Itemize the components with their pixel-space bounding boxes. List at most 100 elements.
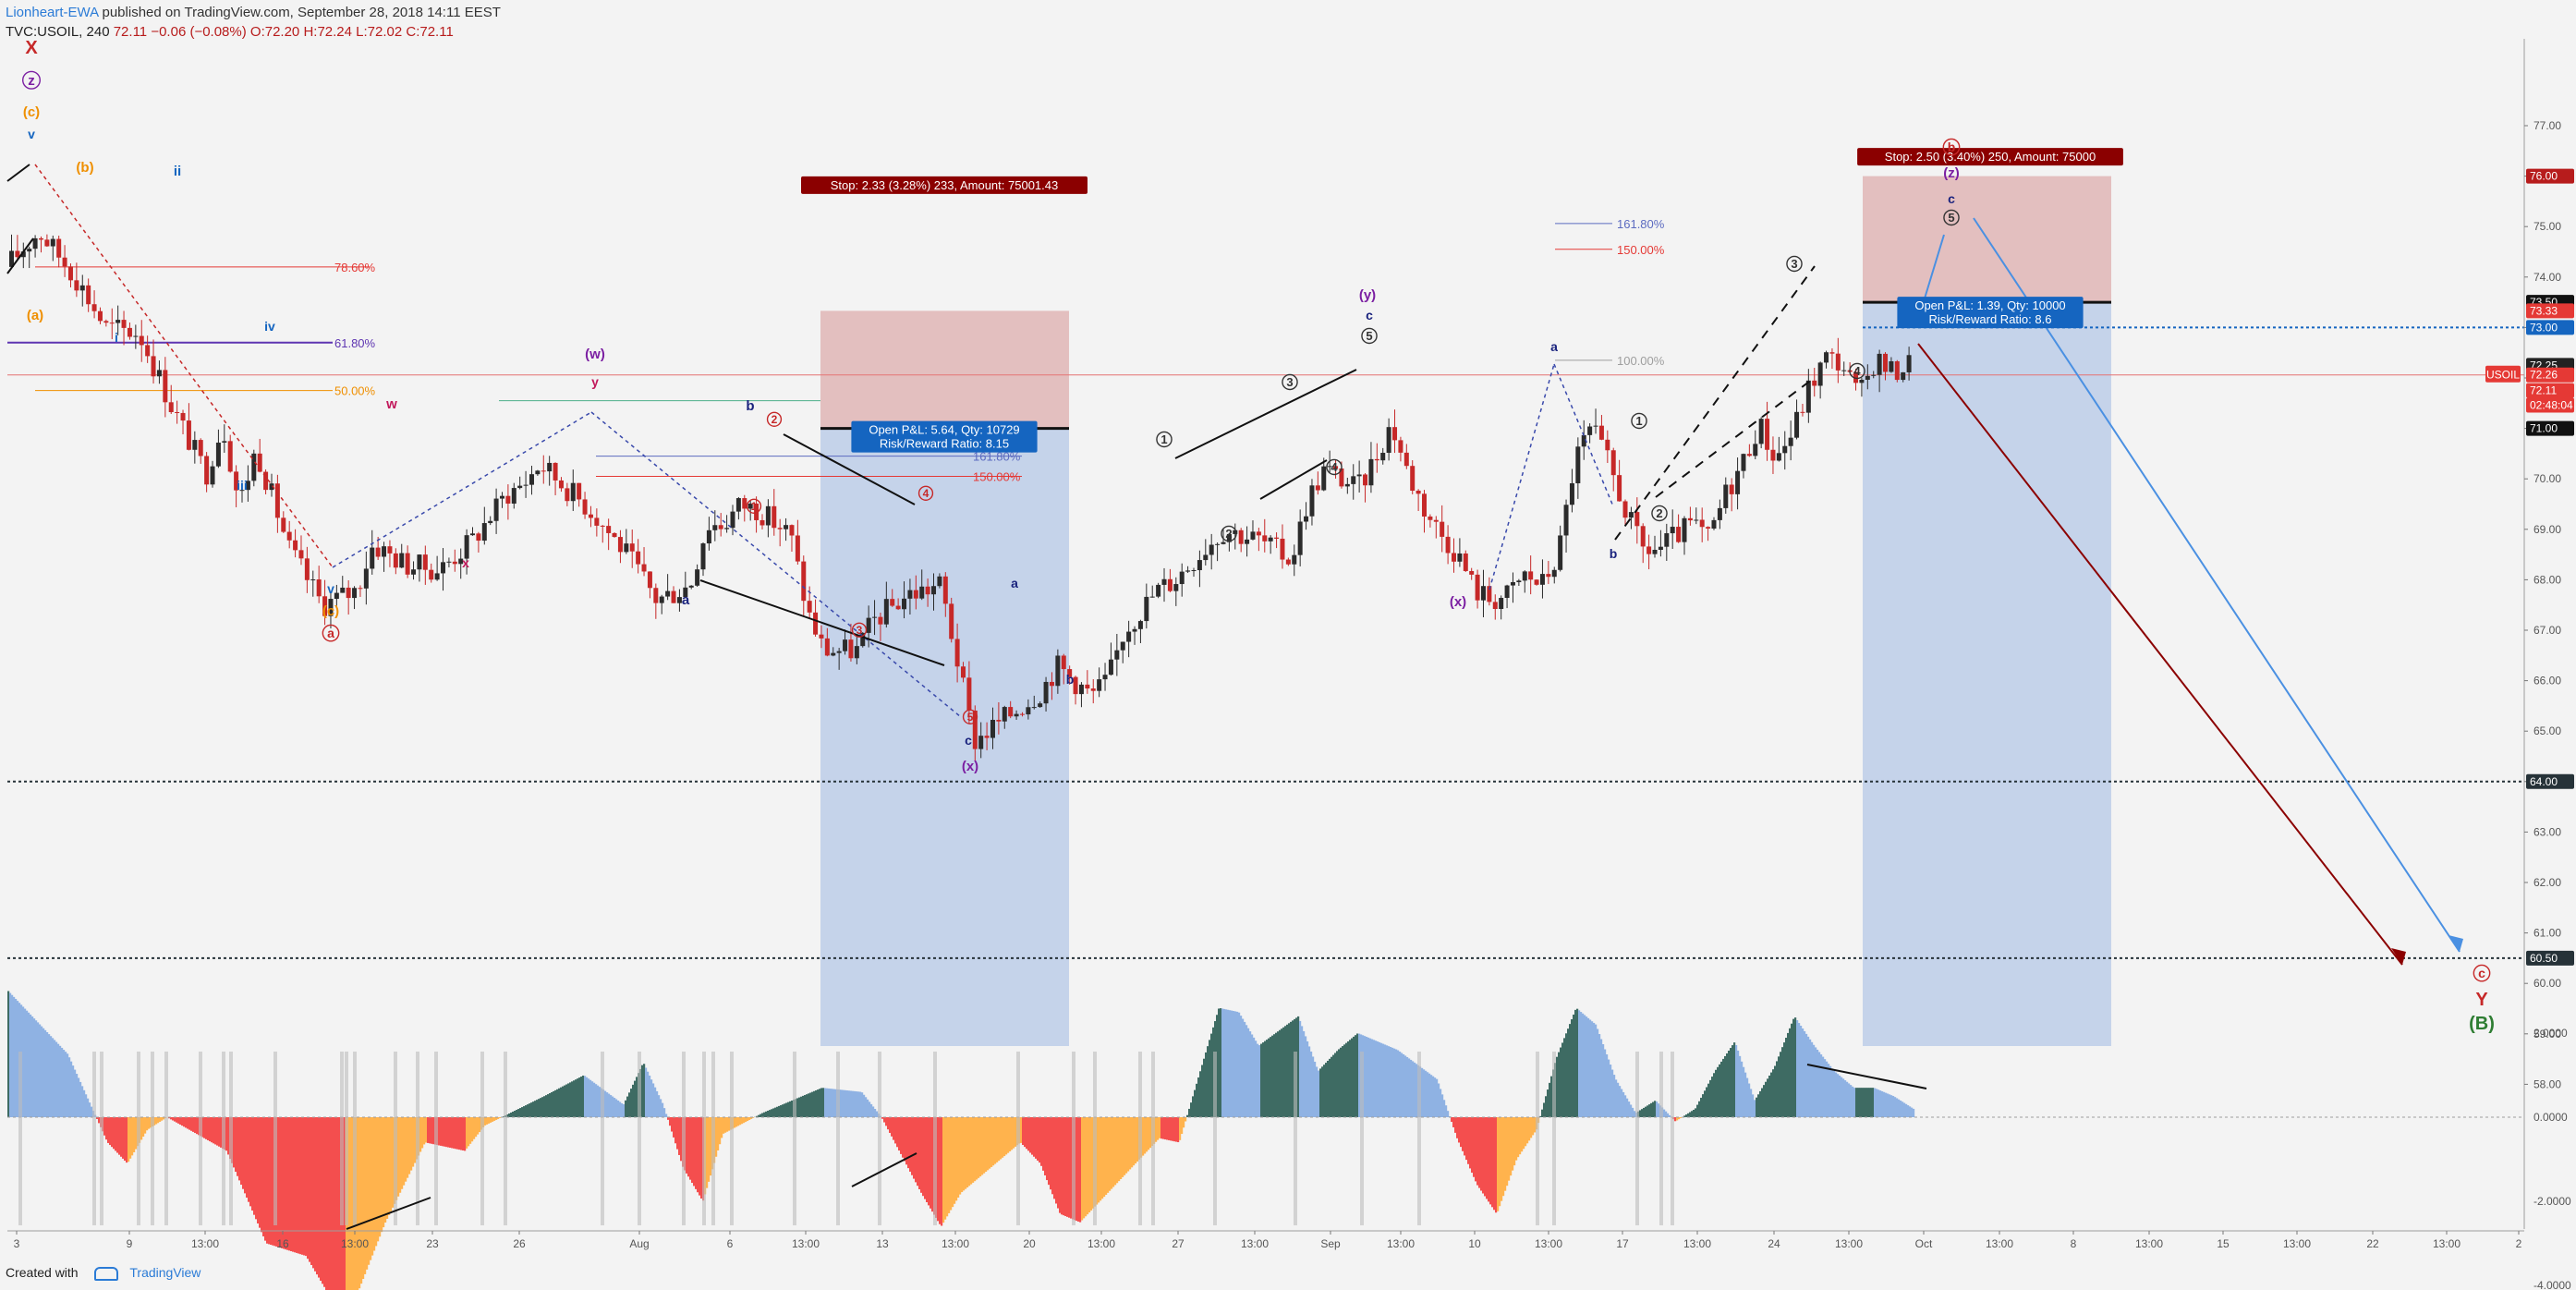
candle [1368,442,1374,493]
candle [1694,507,1699,525]
wave-label: iv [264,319,275,334]
projection-arrow-line [1973,217,2461,953]
candle [1758,417,1764,449]
candle [1179,563,1185,597]
candle [972,705,978,761]
wave-label: v [28,127,35,141]
candle [1794,399,1800,440]
time-axis-label: Aug [629,1237,649,1250]
candle [824,627,830,657]
candle [860,632,866,648]
candle [765,499,771,538]
candle [617,529,623,564]
wave-label-circle [322,624,340,642]
wave-label-circle [1943,209,1960,226]
time-axis-label: 23 [426,1237,439,1250]
candle [1433,516,1439,539]
candle [1770,436,1776,474]
candle [488,516,493,526]
candle [907,578,913,615]
time-axis-label: 13:00 [2283,1237,2311,1250]
wave-label: iii [237,478,248,493]
candle [1782,431,1788,470]
time-axis-label: 13:00 [1986,1237,2013,1250]
candle [115,305,121,335]
osc-divergence-line [346,1197,431,1230]
trend-line [1174,369,1357,459]
tradingview-link[interactable]: TradingView [129,1265,201,1280]
candle [1487,577,1492,606]
candle [872,600,878,636]
candle [688,585,694,590]
candle [724,515,730,533]
candle [966,661,972,724]
oscillator-event-marker [601,1052,604,1225]
wave-label: 2 [1656,506,1662,520]
candle [1480,569,1486,617]
osc-divergence-line [851,1152,917,1187]
candle [1871,371,1877,379]
candle [1510,572,1515,603]
oscillator-event-marker [164,1052,168,1225]
candle [600,525,605,543]
oscillator-event-marker [434,1052,438,1225]
candle [1829,347,1835,370]
candle [446,557,452,567]
candle [464,529,469,575]
candle [298,535,304,566]
wave-label: b [1948,140,1956,154]
candle [588,505,593,528]
candle [1516,578,1522,586]
candle [1038,701,1043,708]
candle [133,324,139,349]
author-link[interactable]: Lionheart-EWA [6,5,99,20]
price-tag: 02:48:04 [2530,398,2573,411]
candle [1492,594,1498,620]
fib-level-label: 78.60% [334,261,376,274]
candle [1019,712,1025,717]
candle [245,465,250,502]
candle [316,566,322,603]
oscillator-event-marker [394,1052,397,1225]
candle [441,548,446,591]
price-tag: 73.00 [2530,321,2558,334]
oscillator-axis-label: 2.0000 [2533,1027,2568,1040]
oscillator-event-marker [151,1052,154,1225]
candle [659,594,664,615]
price-tag: 73.33 [2530,304,2558,317]
candle [234,465,239,507]
candle [1309,479,1315,526]
fib-level-label: 161.80% [973,450,1021,464]
candle [1321,457,1327,492]
candle [1120,641,1125,663]
candle [293,529,298,558]
candle [700,542,706,577]
candle [1551,566,1557,584]
oscillator-event-marker [1671,1052,1674,1225]
candle [1617,459,1622,502]
candle [1581,420,1586,460]
candle [1658,529,1663,557]
oscillator-event-marker [1151,1052,1155,1225]
candle [1440,505,1445,553]
oscillator-axis-label: -4.0000 [2533,1279,2571,1290]
candle [139,320,144,362]
candle [405,545,410,578]
wave-channel-line [1488,363,1555,590]
footer: Created with TradingView [6,1265,200,1281]
candle [535,469,541,476]
candle [1598,415,1604,441]
price-axis-label: 75.00 [2533,220,2561,233]
candle [883,581,889,628]
candle [274,474,280,533]
candle [1203,539,1209,566]
wave-label: 4 [923,487,930,500]
price-axis-label: 58.00 [2533,1077,2561,1090]
wave-label-circle [1786,255,1803,273]
candle [304,546,310,593]
candle [1765,401,1770,461]
wave-label: c [965,733,972,748]
candle [565,482,570,506]
wave-label-circle [1361,327,1378,345]
